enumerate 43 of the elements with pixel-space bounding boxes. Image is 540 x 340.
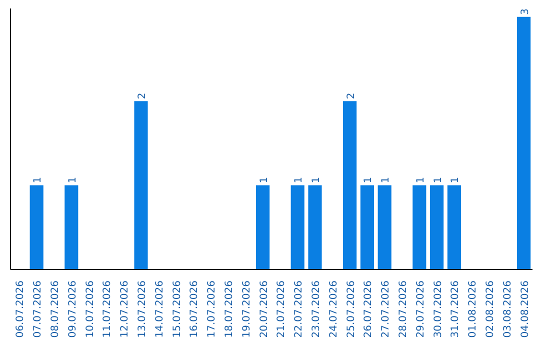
x-tick-label: 31.07.2026	[450, 280, 462, 338]
x-tick-label: 23.07.2026	[311, 280, 322, 338]
x-tick-label: 07.07.2026	[32, 280, 44, 338]
data-label: 1	[258, 176, 270, 184]
data-label: 1	[294, 176, 305, 184]
data-label: 1	[32, 176, 44, 184]
data-label: 1	[363, 176, 374, 184]
x-tick-label: 01.08.2026	[468, 280, 479, 338]
x-tick-label: 24.07.2026	[328, 280, 340, 338]
x-tick-label: 10.07.2026	[84, 280, 96, 338]
x-tick-label: 27.07.2026	[380, 280, 392, 338]
x-tick-label: 11.07.2026	[102, 280, 114, 338]
x-tick-label: 29.07.2026	[415, 280, 426, 338]
data-label: 1	[432, 176, 444, 184]
x-tick-label: 25.07.2026	[346, 280, 357, 338]
data-label: 1	[415, 176, 426, 184]
x-tick-label: 13.07.2026	[137, 280, 148, 338]
data-label: 2	[137, 92, 148, 100]
data-label: 3	[520, 8, 531, 15]
x-tick-label: 21.07.2026	[276, 280, 288, 338]
x-tick-label: 16.07.2026	[189, 280, 200, 338]
data-label: 1	[67, 176, 78, 184]
x-tick-label: 14.07.2026	[154, 280, 166, 338]
data-label: 1	[380, 176, 392, 184]
x-tick-label: 12.07.2026	[120, 280, 131, 338]
x-tick-label: 18.07.2026	[224, 280, 235, 338]
x-tick-label: 20.07.2026	[258, 280, 270, 338]
x-tick-label: 02.08.2026	[485, 280, 496, 338]
x-tick-label: 30.07.2026	[432, 280, 444, 338]
data-label: 1	[311, 176, 322, 184]
x-tick-label: 17.07.2026	[206, 280, 218, 338]
x-tick-label: 28.07.2026	[398, 280, 409, 338]
x-tick-label: 26.07.2026	[363, 280, 374, 338]
x-tick-label: 08.07.2026	[50, 280, 61, 338]
x-tick-label: 19.07.2026	[241, 280, 252, 338]
x-tick-label: 09.07.2026	[67, 280, 78, 338]
x-tick-label: 04.08.2026	[520, 280, 531, 338]
data-label: 2	[346, 92, 357, 100]
data-label: 1	[450, 176, 462, 184]
x-tick-label: 15.07.2026	[172, 280, 183, 338]
x-tick-label: 03.08.2026	[502, 280, 514, 338]
x-tick-label: 22.07.2026	[294, 280, 305, 338]
x-tick-label: 06.07.2026	[15, 280, 26, 338]
